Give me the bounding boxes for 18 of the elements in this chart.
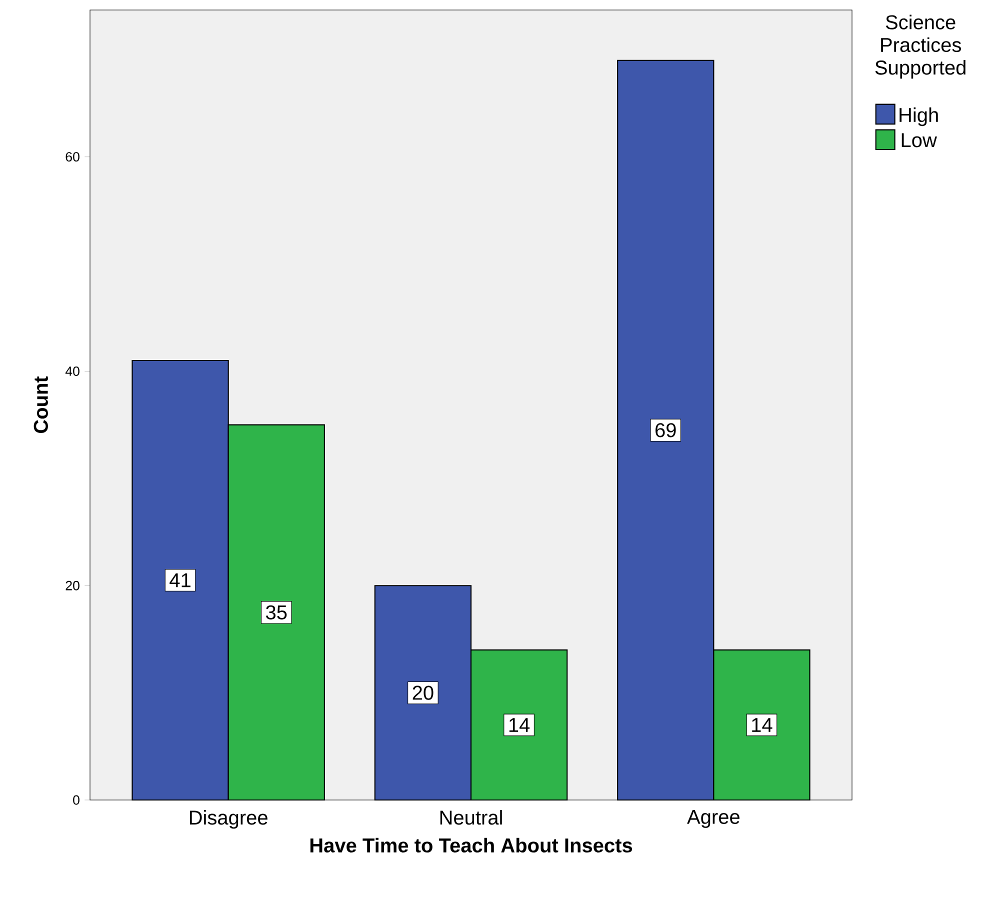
- y-tick-label: 60: [66, 152, 80, 162]
- data-label: 14: [752, 718, 772, 732]
- legend-label: Low: [902, 133, 937, 148]
- data-label: 41: [170, 573, 190, 588]
- x-tick-label: Neutral: [440, 810, 502, 825]
- data-label: 20: [412, 686, 434, 700]
- legend-title: Science Practices Supported: [875, 14, 966, 79]
- y-tick-label: 40: [65, 366, 80, 376]
- y-tick-label: 20: [66, 580, 80, 590]
- x-tick-label: Agree: [687, 810, 740, 828]
- data-label: 35: [266, 605, 287, 620]
- data-label: 69: [656, 423, 676, 438]
- y-tick-label: 0: [73, 795, 80, 805]
- legend-label: High: [900, 107, 938, 126]
- x-axis-title: Have Time to Teach About Insects: [310, 838, 632, 853]
- x-tick-label: Disagree: [190, 810, 268, 829]
- data-label: 14: [509, 718, 530, 732]
- y-axis-title: Count: [34, 376, 48, 434]
